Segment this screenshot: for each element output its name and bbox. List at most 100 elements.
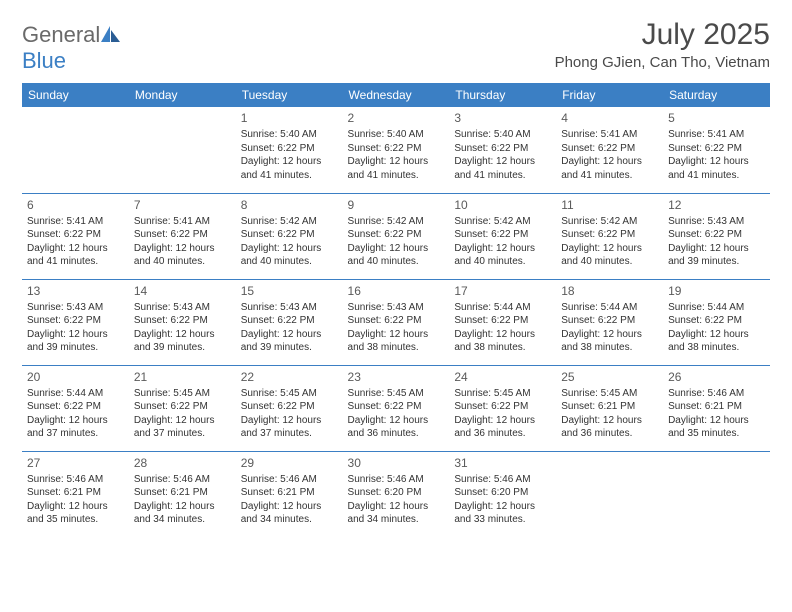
daylight-text: and 34 minutes. (348, 513, 445, 527)
logo-text-general: General (22, 22, 100, 47)
daylight-text: Daylight: 12 hours (134, 328, 231, 342)
day-number: 13 (27, 283, 124, 299)
sunset-text: Sunset: 6:22 PM (454, 228, 551, 242)
daylight-text: and 35 minutes. (27, 513, 124, 527)
calendar-day-cell: 21Sunrise: 5:45 AMSunset: 6:22 PMDayligh… (129, 365, 236, 451)
calendar-week-row: 27Sunrise: 5:46 AMSunset: 6:21 PMDayligh… (22, 451, 770, 537)
daylight-text: Daylight: 12 hours (348, 500, 445, 514)
daylight-text: Daylight: 12 hours (668, 414, 765, 428)
day-number: 15 (241, 283, 338, 299)
sunrise-text: Sunrise: 5:46 AM (27, 473, 124, 487)
sunrise-text: Sunrise: 5:44 AM (561, 301, 658, 315)
day-number: 17 (454, 283, 551, 299)
sunrise-text: Sunrise: 5:43 AM (348, 301, 445, 315)
daylight-text: and 36 minutes. (454, 427, 551, 441)
daylight-text: and 36 minutes. (348, 427, 445, 441)
daylight-text: and 39 minutes. (241, 341, 338, 355)
sunrise-text: Sunrise: 5:46 AM (134, 473, 231, 487)
calendar-day-cell: 11Sunrise: 5:42 AMSunset: 6:22 PMDayligh… (556, 193, 663, 279)
sunrise-text: Sunrise: 5:41 AM (561, 128, 658, 142)
daylight-text: Daylight: 12 hours (668, 328, 765, 342)
sunrise-text: Sunrise: 5:45 AM (241, 387, 338, 401)
sunset-text: Sunset: 6:21 PM (561, 400, 658, 414)
sunset-text: Sunset: 6:22 PM (668, 228, 765, 242)
sunset-text: Sunset: 6:22 PM (348, 400, 445, 414)
daylight-text: and 40 minutes. (454, 255, 551, 269)
calendar-week-row: 6Sunrise: 5:41 AMSunset: 6:22 PMDaylight… (22, 193, 770, 279)
logo: GeneralBlue (22, 22, 121, 74)
sunset-text: Sunset: 6:21 PM (668, 400, 765, 414)
calendar-day-cell: 13Sunrise: 5:43 AMSunset: 6:22 PMDayligh… (22, 279, 129, 365)
day-number: 28 (134, 455, 231, 471)
sunset-text: Sunset: 6:22 PM (348, 314, 445, 328)
daylight-text: and 35 minutes. (668, 427, 765, 441)
calendar-day-cell: 18Sunrise: 5:44 AMSunset: 6:22 PMDayligh… (556, 279, 663, 365)
dayname-wednesday: Wednesday (343, 83, 450, 107)
sunrise-text: Sunrise: 5:45 AM (134, 387, 231, 401)
daylight-text: Daylight: 12 hours (27, 414, 124, 428)
daylight-text: Daylight: 12 hours (348, 155, 445, 169)
sunset-text: Sunset: 6:22 PM (561, 228, 658, 242)
daylight-text: and 40 minutes. (348, 255, 445, 269)
dayname-saturday: Saturday (663, 83, 770, 107)
calendar-day-cell: 22Sunrise: 5:45 AMSunset: 6:22 PMDayligh… (236, 365, 343, 451)
calendar-day-cell: 29Sunrise: 5:46 AMSunset: 6:21 PMDayligh… (236, 451, 343, 537)
daylight-text: Daylight: 12 hours (348, 328, 445, 342)
day-number: 27 (27, 455, 124, 471)
sunrise-text: Sunrise: 5:42 AM (348, 215, 445, 229)
day-number: 9 (348, 197, 445, 213)
sunrise-text: Sunrise: 5:46 AM (241, 473, 338, 487)
daylight-text: and 40 minutes. (134, 255, 231, 269)
sunset-text: Sunset: 6:22 PM (134, 228, 231, 242)
sunset-text: Sunset: 6:22 PM (241, 314, 338, 328)
daylight-text: Daylight: 12 hours (668, 242, 765, 256)
calendar-day-cell: 14Sunrise: 5:43 AMSunset: 6:22 PMDayligh… (129, 279, 236, 365)
daylight-text: Daylight: 12 hours (561, 155, 658, 169)
daylight-text: Daylight: 12 hours (134, 414, 231, 428)
day-number: 12 (668, 197, 765, 213)
day-number: 31 (454, 455, 551, 471)
sunset-text: Sunset: 6:21 PM (134, 486, 231, 500)
daylight-text: Daylight: 12 hours (27, 242, 124, 256)
calendar-day-cell: 24Sunrise: 5:45 AMSunset: 6:22 PMDayligh… (449, 365, 556, 451)
day-number: 8 (241, 197, 338, 213)
calendar-day-cell: 1Sunrise: 5:40 AMSunset: 6:22 PMDaylight… (236, 107, 343, 193)
page-header: GeneralBlue July 2025 Phong GJien, Can T… (22, 18, 770, 77)
calendar-day-cell: 9Sunrise: 5:42 AMSunset: 6:22 PMDaylight… (343, 193, 450, 279)
daylight-text: and 33 minutes. (454, 513, 551, 527)
sunset-text: Sunset: 6:22 PM (27, 400, 124, 414)
logo-text: GeneralBlue (22, 22, 121, 74)
calendar-day-cell: 10Sunrise: 5:42 AMSunset: 6:22 PMDayligh… (449, 193, 556, 279)
sunset-text: Sunset: 6:22 PM (454, 400, 551, 414)
sunset-text: Sunset: 6:22 PM (27, 228, 124, 242)
daylight-text: and 41 minutes. (27, 255, 124, 269)
calendar-day-cell: 8Sunrise: 5:42 AMSunset: 6:22 PMDaylight… (236, 193, 343, 279)
daylight-text: and 41 minutes. (561, 169, 658, 183)
daylight-text: and 38 minutes. (561, 341, 658, 355)
calendar-day-cell: 16Sunrise: 5:43 AMSunset: 6:22 PMDayligh… (343, 279, 450, 365)
calendar-day-cell: 31Sunrise: 5:46 AMSunset: 6:20 PMDayligh… (449, 451, 556, 537)
calendar-day-cell: 23Sunrise: 5:45 AMSunset: 6:22 PMDayligh… (343, 365, 450, 451)
daylight-text: Daylight: 12 hours (454, 328, 551, 342)
calendar-day-cell: 27Sunrise: 5:46 AMSunset: 6:21 PMDayligh… (22, 451, 129, 537)
calendar-body: 1Sunrise: 5:40 AMSunset: 6:22 PMDaylight… (22, 107, 770, 537)
sunrise-text: Sunrise: 5:40 AM (454, 128, 551, 142)
sunrise-text: Sunrise: 5:44 AM (454, 301, 551, 315)
calendar-day-cell: 6Sunrise: 5:41 AMSunset: 6:22 PMDaylight… (22, 193, 129, 279)
daylight-text: Daylight: 12 hours (348, 242, 445, 256)
sunset-text: Sunset: 6:22 PM (134, 400, 231, 414)
sunrise-text: Sunrise: 5:42 AM (561, 215, 658, 229)
sunset-text: Sunset: 6:20 PM (348, 486, 445, 500)
calendar-day-cell (556, 451, 663, 537)
daylight-text: Daylight: 12 hours (241, 500, 338, 514)
calendar-day-cell (22, 107, 129, 193)
calendar-day-cell: 7Sunrise: 5:41 AMSunset: 6:22 PMDaylight… (129, 193, 236, 279)
calendar-day-cell: 19Sunrise: 5:44 AMSunset: 6:22 PMDayligh… (663, 279, 770, 365)
sunrise-text: Sunrise: 5:41 AM (134, 215, 231, 229)
daylight-text: and 39 minutes. (668, 255, 765, 269)
calendar-week-row: 20Sunrise: 5:44 AMSunset: 6:22 PMDayligh… (22, 365, 770, 451)
logo-text-blue: Blue (22, 48, 66, 73)
dayname-friday: Friday (556, 83, 663, 107)
day-number: 10 (454, 197, 551, 213)
sunrise-text: Sunrise: 5:41 AM (27, 215, 124, 229)
